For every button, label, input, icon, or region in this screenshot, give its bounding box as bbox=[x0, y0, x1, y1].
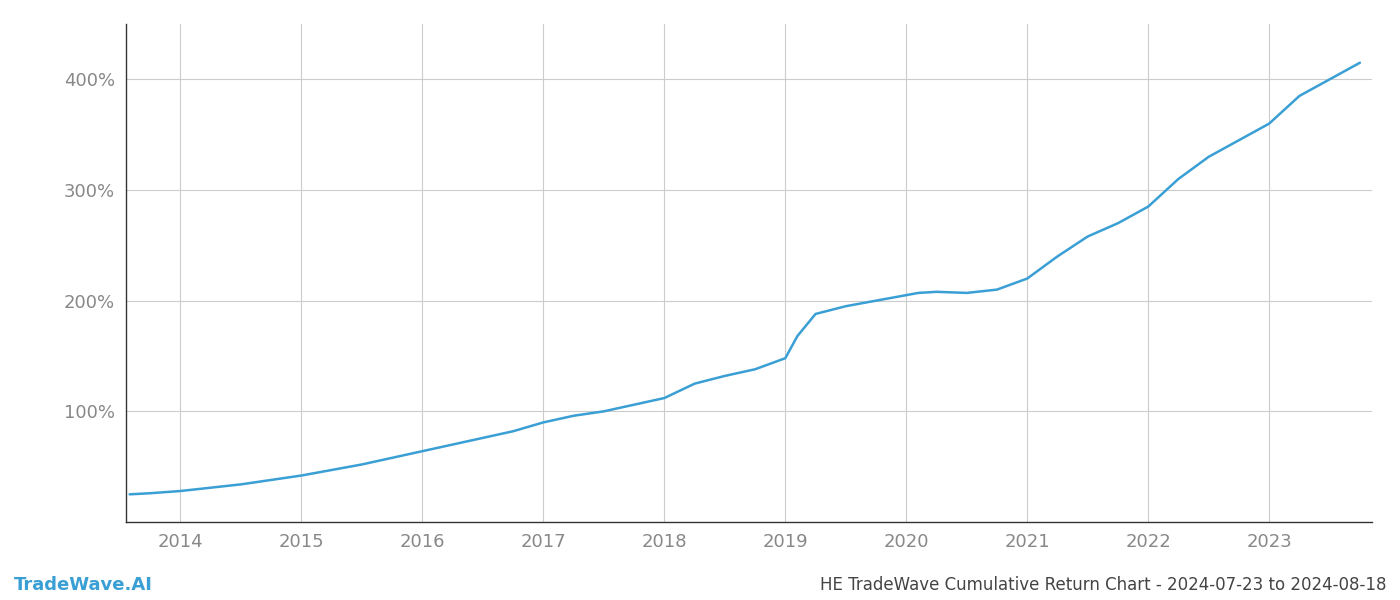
Text: HE TradeWave Cumulative Return Chart - 2024-07-23 to 2024-08-18: HE TradeWave Cumulative Return Chart - 2… bbox=[819, 576, 1386, 594]
Text: TradeWave.AI: TradeWave.AI bbox=[14, 576, 153, 594]
